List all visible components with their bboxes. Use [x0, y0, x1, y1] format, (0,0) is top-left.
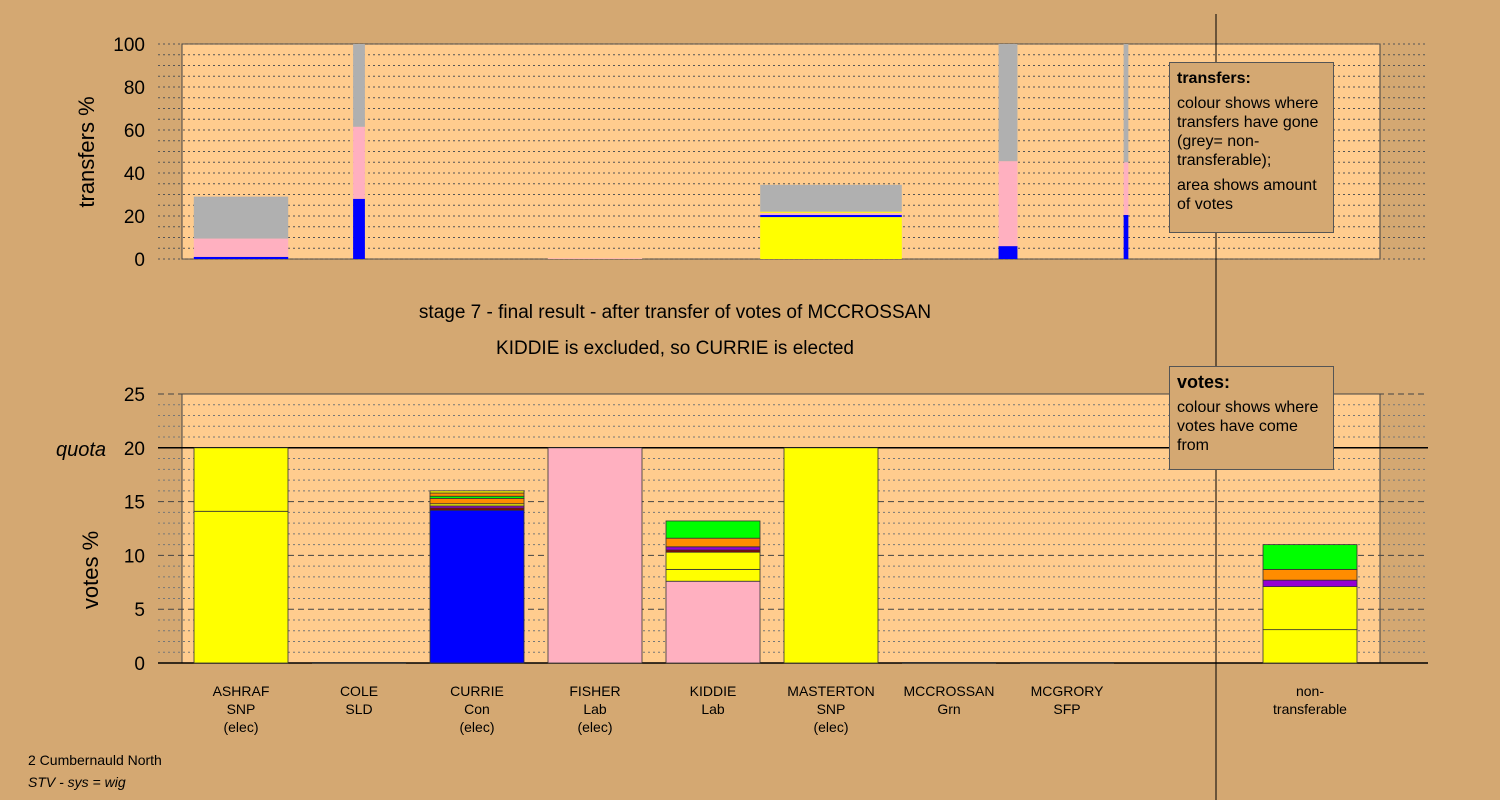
votes-bars — [193, 447, 1358, 664]
transfers-tick-label: 80 — [124, 78, 145, 99]
votes-tick-label: 10 — [124, 546, 145, 567]
vote-segment — [1262, 568, 1358, 581]
quota-label: quota — [56, 439, 106, 461]
vote-segment — [429, 490, 525, 494]
votes-y-axis-label: votes % — [78, 531, 103, 609]
votes-tick-label: 20 — [124, 439, 145, 460]
votes-legend-title: votes: — [1177, 372, 1231, 392]
transfers-tick-label: 20 — [124, 207, 145, 228]
candidate-label: SNP — [817, 701, 846, 717]
vote-empty-bar — [902, 662, 996, 664]
vote-segment — [429, 492, 525, 497]
vote-segment — [429, 497, 525, 505]
candidate-label: non- — [1296, 683, 1324, 699]
candidate-label: transferable — [1273, 701, 1347, 717]
vote-segment — [665, 520, 761, 539]
transfers-tick-label: 60 — [124, 121, 145, 142]
transfers-legend-text: colour shows where transfers have gone (… — [1177, 95, 1319, 169]
vote-segment — [193, 510, 289, 664]
transfer-segment — [1123, 214, 1129, 259]
candidate-label: COLE — [340, 683, 378, 699]
transfers-legend-area-text: area shows amount of votes — [1177, 177, 1317, 213]
candidate-label: SLD — [345, 701, 372, 717]
transfers-tick-label: 40 — [124, 164, 145, 185]
vote-segment — [1262, 544, 1358, 570]
candidate-label: KIDDIE — [690, 683, 737, 699]
candidate-label: (elec) — [813, 719, 848, 735]
candidate-label: Lab — [701, 701, 725, 717]
transfer-segment — [353, 198, 365, 259]
candidate-label: MCGRORY — [1031, 683, 1105, 699]
vote-segment — [193, 447, 289, 512]
candidate-label: Con — [464, 701, 490, 717]
transfer-segment — [353, 126, 365, 199]
vote-segment — [665, 537, 761, 548]
transfer-segment — [193, 196, 289, 239]
candidate-label: (elec) — [577, 719, 612, 735]
vote-empty-bar — [312, 662, 406, 664]
transfers-tick-label: 100 — [113, 35, 145, 56]
candidate-label: Lab — [583, 701, 607, 717]
vote-segment — [1262, 586, 1358, 631]
transfer-segment — [193, 238, 289, 257]
candidate-label: MASTERTON — [787, 683, 874, 699]
transfers-legend-box: transfers: colour shows where transfers … — [1169, 62, 1334, 233]
candidate-label: FISHER — [569, 683, 620, 699]
transfer-segment — [193, 256, 289, 259]
transfers-bars — [193, 44, 1129, 259]
transfer-segment — [998, 161, 1018, 247]
candidate-label: Grn — [937, 701, 960, 717]
transfer-segment — [760, 214, 902, 218]
transfer-segment — [760, 211, 902, 213]
votes-tick-label: 25 — [124, 385, 145, 406]
vote-segment — [1262, 579, 1358, 588]
votes-legend-text: colour shows where votes have come from — [1177, 399, 1319, 454]
transfers-legend-title: transfers: — [1177, 70, 1251, 87]
candidate-label: SFP — [1053, 701, 1080, 717]
vote-segment — [665, 568, 761, 582]
constituency-label: 2 Cumbernauld North — [28, 752, 162, 768]
candidate-label: ASHRAF — [213, 683, 270, 699]
transfer-segment — [1123, 44, 1129, 163]
votes-y-ticks: 0 5 10 15 20 25 — [124, 385, 145, 675]
transfer-segment — [760, 217, 902, 259]
vote-segment — [547, 447, 643, 664]
vote-segment — [665, 546, 761, 551]
votes-tick-label: 15 — [124, 493, 145, 514]
transfer-segment — [998, 246, 1018, 259]
transfer-segment — [760, 184, 902, 212]
vote-segment — [665, 551, 761, 570]
candidate-label: SNP — [227, 701, 256, 717]
candidate-label: (elec) — [459, 719, 494, 735]
vote-segment — [783, 447, 879, 664]
stage-title: stage 7 - final result - after transfer … — [419, 302, 931, 323]
candidate-labels: ASHRAF SNP (elec) COLE SLD CURRIE Con (elec) FIS… — [213, 683, 1348, 735]
transfer-segment — [760, 212, 902, 215]
result-title: KIDDIE is excluded, so CURRIE is elected — [496, 338, 854, 359]
vote-empty-bar — [1020, 662, 1114, 664]
vote-segment — [1262, 629, 1358, 664]
votes-tick-label: 5 — [134, 600, 145, 621]
transfer-segment — [998, 44, 1018, 162]
candidate-label: CURRIE — [450, 683, 504, 699]
transfer-segment — [353, 44, 365, 127]
vote-segment — [429, 509, 525, 664]
vote-segment — [665, 580, 761, 664]
votes-legend-box: votes: colour shows where votes have com… — [1169, 366, 1334, 470]
transfer-segment — [1123, 162, 1129, 215]
system-label: STV - sys = wig — [28, 774, 126, 790]
candidate-label: (elec) — [223, 719, 258, 735]
candidate-label: MCCROSSAN — [903, 683, 994, 699]
transfer-segment — [547, 258, 643, 259]
transfers-tick-label: 0 — [134, 250, 145, 271]
votes-tick-label: 0 — [134, 654, 145, 675]
transfers-y-axis-label: transfers % — [74, 96, 99, 207]
transfers-y-ticks: 0 20 40 60 80 100 — [113, 35, 145, 271]
